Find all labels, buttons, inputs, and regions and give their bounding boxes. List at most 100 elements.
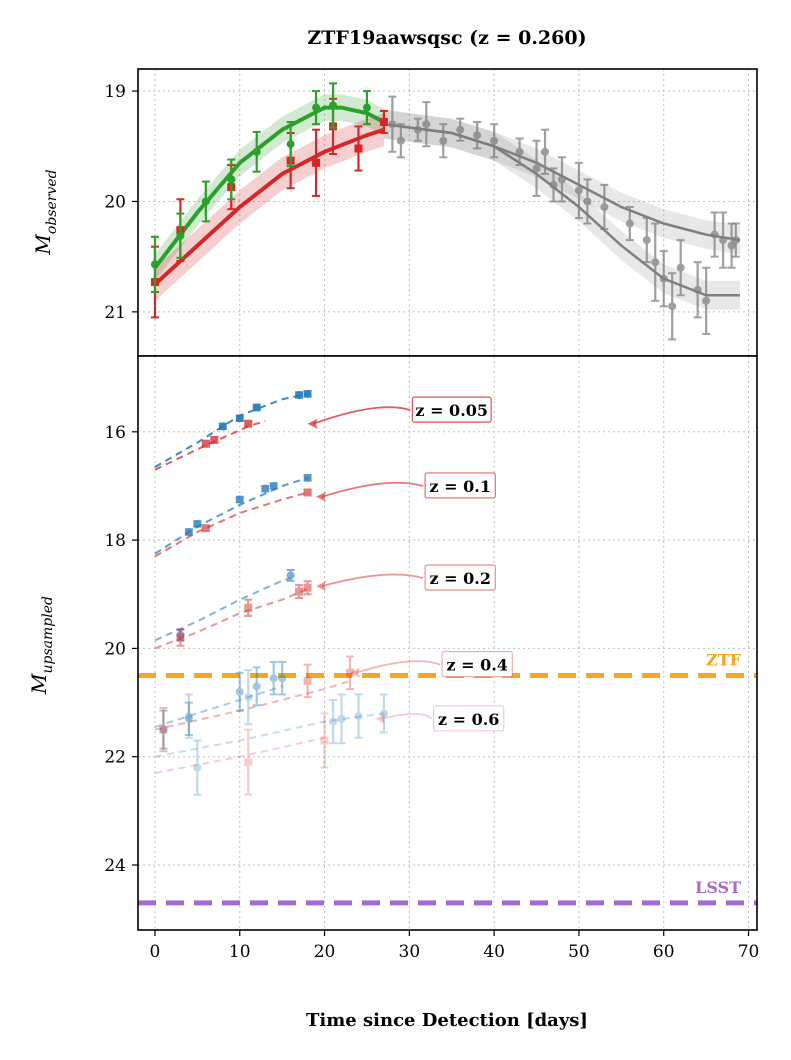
annotation-label: z = 0.1 [429, 477, 490, 496]
red-point [303, 580, 312, 596]
red-point [201, 439, 210, 448]
gray-point-marker [651, 258, 660, 267]
gray-point [659, 250, 668, 308]
green-point [329, 82, 338, 129]
gray-point [557, 156, 566, 203]
annotation-arrow-line [355, 660, 441, 674]
gray-point [549, 167, 558, 203]
gray-point [710, 211, 719, 258]
top-y-label-main: M [31, 234, 55, 256]
blue-point-marker [303, 473, 312, 482]
green-point-marker [329, 101, 338, 110]
green-point-marker [362, 103, 371, 112]
x-tick-label: 10 [229, 942, 251, 962]
gray-point-marker [719, 236, 728, 245]
gray-point [651, 222, 660, 302]
gray-point-marker [574, 186, 583, 195]
bottom-y-tick-label: 16 [104, 423, 126, 443]
red-point [210, 435, 219, 444]
red-fit-line [153, 127, 385, 286]
green-point-marker [286, 140, 295, 149]
gray-point [532, 139, 541, 197]
blue-point [159, 709, 168, 750]
gray-point [541, 128, 550, 175]
blue-point [303, 473, 312, 482]
red-point [244, 598, 253, 617]
gray-lower-band [383, 109, 740, 310]
blue-point [278, 660, 287, 696]
annotation-arrow-line [321, 481, 424, 498]
blue-point [295, 390, 304, 399]
blue-point [193, 519, 202, 528]
bottom-panel-grid [138, 356, 757, 930]
gray-point [719, 211, 728, 269]
annotation-arrow-head [316, 581, 327, 592]
annotation-box [441, 651, 513, 678]
green-point [227, 158, 236, 201]
bottom-panel-frame [137, 355, 758, 931]
blue-point-marker [252, 682, 261, 691]
blue-point [261, 484, 270, 493]
blue-point [379, 693, 388, 734]
blue-fit-z2 [154, 577, 291, 642]
top-panel: 19 20 21 [104, 68, 758, 357]
blue-point-marker [184, 527, 193, 536]
red-point [295, 584, 304, 600]
chart-title: ZTF19aawsqsc (z = 0.260) [307, 27, 586, 49]
blue-point [269, 660, 278, 696]
gray-point-marker [388, 120, 397, 129]
gray-point [731, 222, 740, 258]
gray-point [727, 222, 736, 269]
green-point-marker [176, 231, 185, 240]
red-point-marker [159, 725, 168, 734]
blue-point [329, 698, 338, 745]
gray-point-marker [659, 274, 668, 283]
red-point-marker [345, 668, 354, 677]
blue-point [269, 481, 278, 490]
top-panel-grid [138, 69, 757, 356]
red-fit-z1 [154, 491, 308, 558]
green-point-marker [201, 197, 210, 206]
gray-point-marker [668, 302, 677, 311]
gray-point [456, 117, 465, 142]
blue-point [235, 414, 244, 423]
gray-point [625, 205, 634, 242]
gray-point [473, 120, 482, 150]
red-point-marker [210, 435, 219, 444]
blue-point-marker [193, 763, 202, 772]
bottom-y-label-main: M [27, 673, 51, 695]
gray-point [490, 123, 499, 159]
red-point [176, 628, 185, 647]
red-point [320, 712, 329, 769]
red-point-marker [303, 583, 312, 592]
gray-point-marker [532, 164, 541, 173]
green-point [362, 90, 371, 126]
gray-point [693, 261, 702, 319]
red-point [244, 419, 253, 428]
gray-point-marker [490, 136, 499, 145]
gray-point [388, 95, 397, 153]
green-point [286, 120, 295, 168]
blue-fit-z3 [154, 685, 283, 728]
red-point-marker [354, 144, 363, 153]
annotation-label: z = 0.4 [446, 656, 507, 675]
gray-point [668, 272, 677, 341]
bottom-panel-background [138, 356, 757, 930]
red-point [354, 125, 363, 172]
annotation-box [411, 396, 492, 423]
red-point [159, 706, 168, 753]
gray-point-marker [473, 131, 482, 140]
red-point-marker [312, 158, 321, 167]
blue-point-marker [184, 712, 193, 721]
gray-point [413, 117, 422, 142]
gray-point-marker [600, 202, 609, 211]
gray-point [583, 178, 592, 225]
green-point [150, 235, 159, 293]
annotation-arrow-head [349, 667, 360, 678]
green-point [176, 212, 185, 259]
annotation-label: z = 0.2 [429, 569, 490, 588]
x-tick-label: 50 [568, 942, 590, 962]
gray-point-marker [642, 236, 651, 245]
blue-point-marker [286, 571, 295, 580]
gray-point-marker [515, 147, 524, 156]
